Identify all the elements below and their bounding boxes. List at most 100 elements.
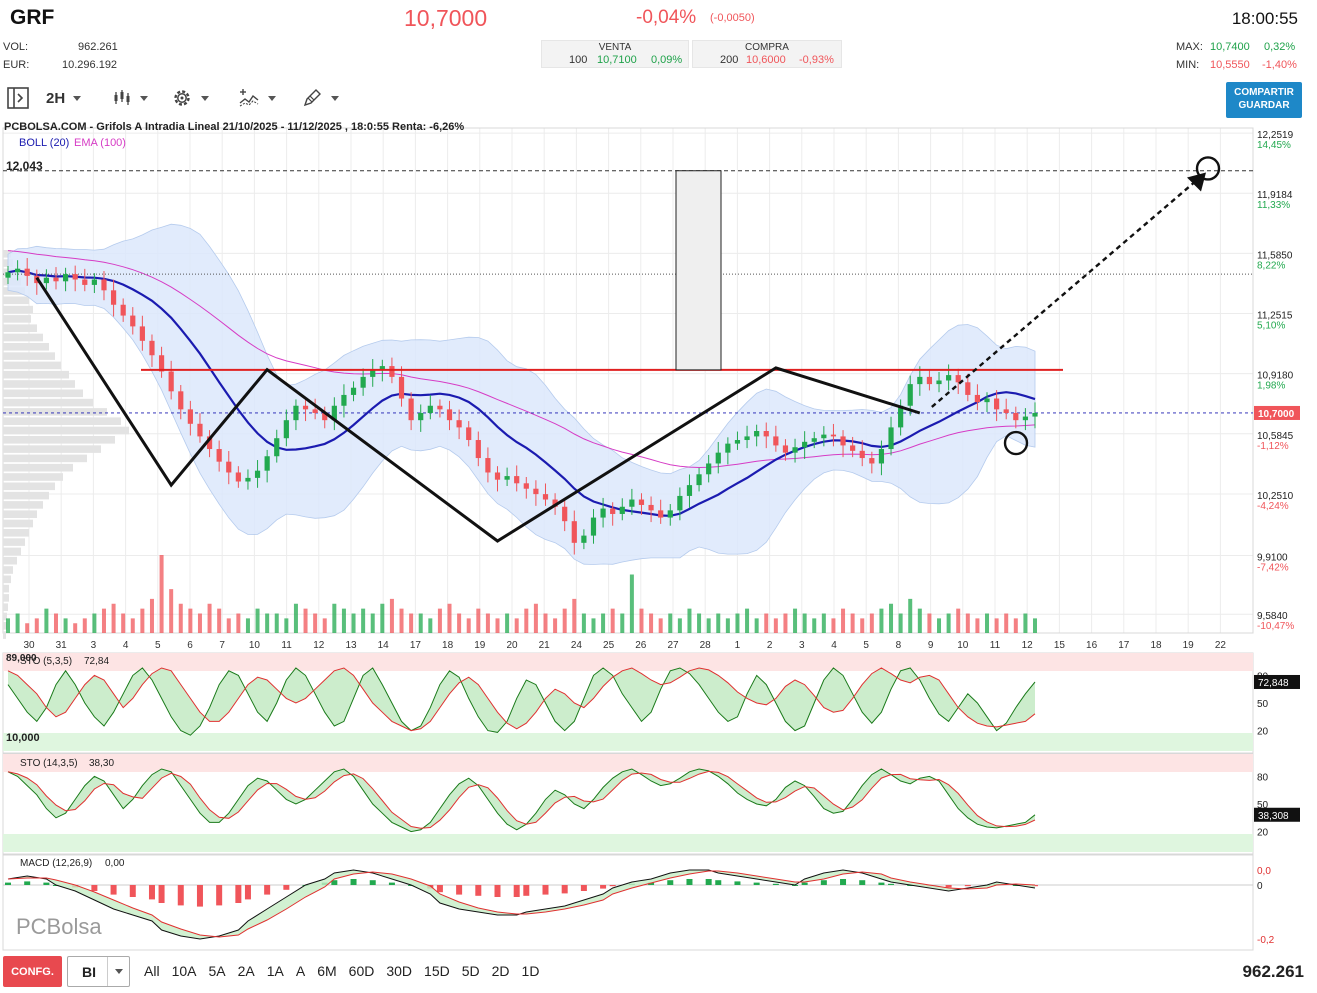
volume-bar [322,618,327,633]
price-tick-pct: -4,24% [1257,501,1289,512]
candle-body [350,387,357,395]
period-button-1a[interactable]: 1A [266,963,284,979]
candle-body [206,436,213,450]
volume-bar [140,608,145,633]
volume-bar [687,608,692,633]
candle-body [158,355,165,372]
volume-bar [620,613,625,633]
period-button-all[interactable]: All [144,963,160,979]
profile-bar [3,622,7,630]
volume-bar [53,613,58,633]
date-tick-label: 15 [1054,640,1066,651]
profile-bar [3,556,17,565]
candle-body [245,477,251,482]
volume-bar [697,613,702,633]
macd-histogram-bar [331,880,338,885]
buy-label: COMPRA [745,42,789,53]
macd-histogram-bar [196,885,203,907]
toggle-panel-button[interactable] [6,85,30,111]
oscillator-slow-line [7,667,1036,732]
candle-body [312,409,318,413]
price-tick-pct: 5,10% [1257,320,1285,331]
indicators-select[interactable] [238,85,276,111]
macd-histogram-bar [43,882,50,885]
volume-bar [389,598,394,633]
candle-body [840,436,846,446]
price-tick-label: 11,9184 [1257,190,1293,201]
macd-histogram-bar [561,885,568,894]
period-button-60d[interactable]: 60D [348,963,375,979]
period-button-a[interactable]: A [295,963,306,979]
volume-bar [303,608,308,633]
candle-body [811,438,817,442]
price-chart[interactable]: 12,251914,45%11,918411,33%11,58508,22%11… [0,118,1317,953]
style-select[interactable]: BI [67,956,130,987]
macd-histogram-bar [235,885,242,903]
volume-bar [591,618,596,633]
settings-select[interactable] [171,85,209,111]
chart-type-select[interactable] [112,85,148,111]
candle-body [485,458,491,473]
period-button-2a[interactable]: 2A [237,963,255,979]
macd-histogram-bar [216,885,223,906]
volume-bar [437,608,442,633]
period-button-15d[interactable]: 15D [424,963,450,979]
candle-body [293,405,299,421]
profile-bar [3,529,29,537]
period-button-1d[interactable]: 1D [521,963,540,979]
volume-bar [533,603,538,633]
candle-body [82,279,88,285]
profile-bar [3,603,8,611]
macd-histogram-bar [177,885,184,906]
candle-body [706,463,712,475]
macd-histogram-bar [715,880,722,885]
volume-bar [908,598,913,633]
candle-body [149,340,155,356]
macd-histogram-bar [888,883,895,885]
candle-body [648,504,654,511]
interval-select[interactable]: 2H [46,85,82,111]
volume-bar [937,618,942,633]
volume-bar [524,608,529,633]
projection-arrow [931,176,1201,408]
period-button-10a[interactable]: 10A [171,963,197,979]
candle-body [72,274,78,280]
volume-bar [255,608,260,633]
period-button-2d[interactable]: 2D [491,963,510,979]
drawing-tools-select[interactable] [301,85,339,111]
macd-histogram-bar [859,880,866,885]
volume-bar [457,613,462,633]
date-tick-label: 6 [187,640,193,651]
volume-bar [351,613,356,633]
volume-bar [6,618,10,633]
period-button-5d[interactable]: 5D [461,963,480,979]
date-tick-label: 11 [990,640,1001,651]
macd-histogram-bar [667,880,674,885]
buy-qty: 200 [720,54,739,66]
candle-body [946,375,952,381]
max-label: MAX: [1176,41,1203,53]
date-tick-label: 24 [571,640,583,651]
candle-body [120,304,126,316]
price-tick-label: 10,5845 [1257,431,1294,442]
candle-body [552,499,558,507]
volume-bar [985,613,990,633]
sell-price: 10,7100 [597,54,637,66]
candles-icon [114,90,130,105]
candle-body [859,450,865,459]
share-save-button[interactable]: COMPARTIR GUARDAR [1226,82,1302,118]
macd-axis-label: 0 [1257,881,1263,892]
period-button-30d[interactable]: 30D [386,963,413,979]
candle-body [14,268,21,273]
config-button[interactable]: CONFG. [3,956,62,987]
macd-histogram-bar [945,885,952,888]
date-tick-label: 12 [313,640,325,651]
volume-bar [850,613,855,633]
macd-histogram-bar [580,885,587,891]
volume-bar [149,598,154,633]
profile-bar [3,519,33,528]
volume-bar [428,618,433,633]
volume-bar [889,603,894,633]
period-button-6m[interactable]: 6M [317,963,337,979]
period-button-5a[interactable]: 5A [208,963,226,979]
